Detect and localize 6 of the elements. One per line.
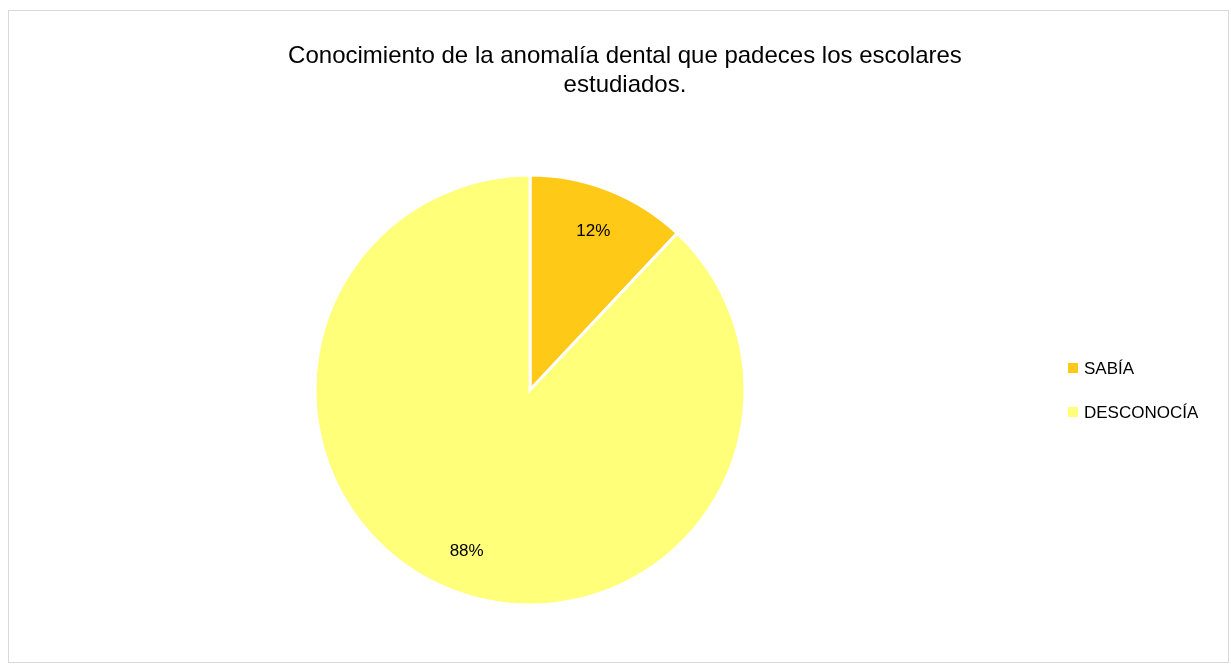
pie-slice [313,173,747,607]
data-label: 12% [576,221,611,241]
legend-label: DESCONOCÍA [1084,402,1199,422]
chart-title: Conocimiento de la anomalía dental que padeces los escolares estudiados. [288,41,962,97]
legend-label: SABÍA [1084,358,1135,378]
data-label: 88% [449,540,484,560]
